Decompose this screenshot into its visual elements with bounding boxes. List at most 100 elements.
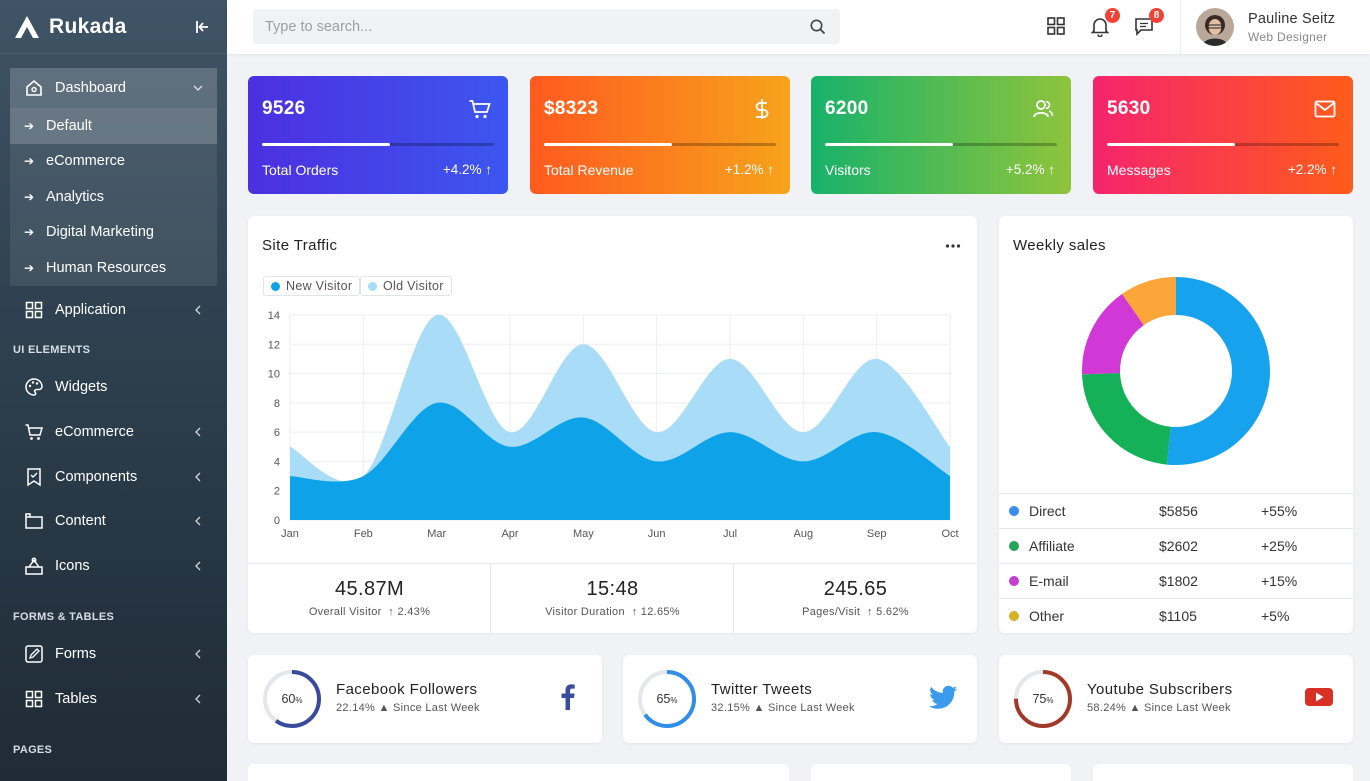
stat-label: Visitors bbox=[825, 162, 871, 178]
donut-slice-affiliate bbox=[1082, 372, 1172, 465]
chevron-left-icon bbox=[195, 427, 201, 437]
y-tick-label: 10 bbox=[268, 369, 280, 381]
x-tick-label: Jan bbox=[281, 528, 299, 540]
triangle-up-icon: ▲ bbox=[1129, 702, 1141, 714]
social-title: Youtube Subscribers bbox=[1087, 681, 1233, 698]
donut-slice-other bbox=[1122, 277, 1177, 326]
sidebar-item-label: Icons bbox=[55, 557, 90, 574]
social-title: Twitter Tweets bbox=[711, 681, 813, 698]
stat-progress bbox=[262, 143, 494, 146]
stat-progress bbox=[1107, 143, 1339, 146]
collapse-sidebar-icon[interactable] bbox=[193, 17, 213, 37]
messages-button[interactable]: 8 bbox=[1133, 8, 1164, 37]
sidebar-subitem-human-resources[interactable]: ➔ Human Resources bbox=[10, 250, 217, 286]
search-icon[interactable] bbox=[809, 18, 827, 36]
social-since: Since Last Week bbox=[768, 702, 855, 714]
legend-old-visitor[interactable]: Old Visitor bbox=[360, 276, 452, 296]
stat-value: 9526 bbox=[262, 98, 306, 119]
sidebar-subitem-label: Default bbox=[46, 117, 92, 134]
sidebar-subitem-default[interactable]: ➔ Default bbox=[10, 108, 217, 144]
card-title: Weekly sales bbox=[1013, 237, 1106, 254]
sidebar-item-forms[interactable]: Forms bbox=[10, 632, 217, 677]
metric-visitor-duration: 15:48 Visitor Duration ↑ 12.65% bbox=[491, 563, 734, 633]
metric-change: 5.62% bbox=[876, 606, 909, 618]
sidebar-item-icons[interactable]: Icons bbox=[10, 543, 217, 588]
user-profile[interactable]: Pauline Seitz Web Designer bbox=[1180, 0, 1370, 54]
user-role: Web Designer bbox=[1248, 29, 1328, 44]
x-tick-label: Oct bbox=[941, 528, 958, 540]
sidebar-item-ecommerce[interactable]: eCommerce bbox=[10, 410, 217, 455]
arrow-right-icon: ➔ bbox=[24, 189, 35, 204]
cart-icon bbox=[24, 422, 44, 442]
arrow-up-icon: ↑ bbox=[388, 606, 395, 618]
x-tick-label: Aug bbox=[794, 528, 814, 540]
search-input[interactable] bbox=[253, 9, 809, 44]
area-series-new-visitor bbox=[290, 402, 950, 520]
sales-category: E-mail bbox=[1029, 573, 1069, 589]
topbar: 7 8 Pauline Seitz Web Designer bbox=[227, 0, 1370, 54]
sales-category: Direct bbox=[1029, 503, 1066, 519]
mail-icon bbox=[1314, 100, 1336, 118]
stat-progress bbox=[825, 143, 1057, 146]
weekly-sales-donut bbox=[1082, 277, 1270, 465]
sidebar-item-application[interactable]: Application bbox=[10, 288, 217, 333]
progress-percent: 75% bbox=[1032, 692, 1053, 706]
metric-value: 245.65 bbox=[823, 578, 888, 600]
progress-percent: 65% bbox=[656, 692, 677, 706]
sidebar-subitem-ecommerce[interactable]: ➔ eCommerce bbox=[10, 144, 217, 180]
legend-dot bbox=[1009, 541, 1019, 551]
metric-label: Visitor Duration ↑ 12.65% bbox=[491, 606, 734, 618]
youtube-icon[interactable] bbox=[1302, 680, 1336, 714]
stat-progress-fill bbox=[825, 143, 953, 146]
stat-change: +4.2% ↑ bbox=[443, 162, 492, 177]
facebook-icon[interactable] bbox=[551, 680, 585, 714]
arrow-right-icon: ➔ bbox=[24, 225, 35, 240]
grid-icon bbox=[24, 300, 44, 320]
sidebar-item-widgets[interactable]: Widgets bbox=[10, 365, 217, 410]
sidebar-item-components[interactable]: Components bbox=[10, 454, 217, 499]
sales-row-affiliate: Affiliate $2602 +25% bbox=[999, 528, 1353, 563]
sales-category: Other bbox=[1029, 608, 1065, 624]
sales-row-email: E-mail $1802 +15% bbox=[999, 563, 1353, 598]
more-options-icon[interactable] bbox=[945, 238, 961, 254]
sidebar-item-tables[interactable]: Tables bbox=[10, 677, 217, 722]
social-card-facebook: 60% Facebook Followers 22.14% ▲ Since La… bbox=[248, 655, 602, 743]
legend-dot bbox=[368, 281, 377, 291]
stat-progress-fill bbox=[544, 143, 672, 146]
social-title: Facebook Followers bbox=[336, 681, 478, 698]
triangle-up-icon: ▲ bbox=[378, 702, 390, 714]
notifications-button[interactable]: 7 bbox=[1089, 8, 1120, 38]
divider bbox=[490, 563, 491, 633]
stat-change-value: +1.2% bbox=[724, 162, 764, 177]
sidebar-subitem-analytics[interactable]: ➔ Analytics bbox=[10, 179, 217, 215]
stat-progress-fill bbox=[262, 143, 390, 146]
arrow-up-icon: ↑ bbox=[631, 606, 638, 618]
stat-change: +5.2% ↑ bbox=[1006, 162, 1055, 177]
apps-icon[interactable] bbox=[1045, 15, 1067, 37]
card-title: Site Traffic bbox=[262, 237, 338, 254]
stat-label: Messages bbox=[1107, 162, 1171, 178]
legend-new-visitor[interactable]: New Visitor bbox=[263, 276, 361, 296]
sales-row-other: Other $1105 +5% bbox=[999, 598, 1353, 633]
stat-card-messages: 5630 Messages +2.2% ↑ bbox=[1093, 76, 1353, 194]
legend-dot bbox=[1009, 611, 1019, 621]
cart-icon bbox=[469, 100, 491, 119]
metric-label-text: Pages/Visit bbox=[802, 606, 861, 618]
metric-label: Pages/Visit ↑ 5.62% bbox=[734, 606, 977, 618]
sidebar-subitem-digital-marketing[interactable]: ➔ Digital Marketing bbox=[10, 215, 217, 251]
sales-change: +15% bbox=[1261, 573, 1298, 589]
sidebar-item-label: Components bbox=[55, 468, 138, 485]
x-tick-label: Feb bbox=[354, 528, 373, 540]
sidebar-item-content[interactable]: Content bbox=[10, 499, 217, 544]
sidebar-item-label: Tables bbox=[55, 690, 97, 707]
chevron-left-icon bbox=[195, 305, 201, 315]
twitter-icon[interactable] bbox=[926, 680, 960, 714]
bell-icon bbox=[1090, 18, 1110, 38]
stat-label: Total Revenue bbox=[544, 162, 634, 178]
donut-slice-email bbox=[1082, 294, 1145, 375]
sidebar-item-dashboard[interactable]: Dashboard bbox=[10, 68, 217, 108]
dollar-icon bbox=[755, 99, 769, 119]
chevron-left-icon bbox=[195, 561, 201, 571]
stat-change-value: +4.2% bbox=[442, 162, 482, 177]
legend-dot bbox=[1009, 506, 1019, 516]
